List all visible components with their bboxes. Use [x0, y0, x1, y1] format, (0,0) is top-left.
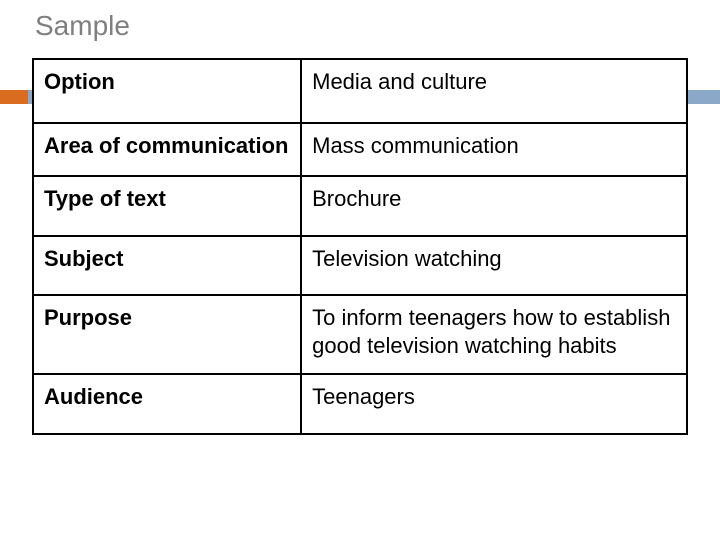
- table-row: Area of communication Mass communication: [33, 123, 687, 177]
- row-label: Area of communication: [33, 123, 301, 177]
- sample-table-container: Option Media and culture Area of communi…: [32, 58, 688, 435]
- row-value: Brochure: [301, 176, 687, 236]
- accent-orange-segment: [0, 90, 28, 104]
- page-title: Sample: [35, 10, 130, 42]
- row-value: Television watching: [301, 236, 687, 296]
- row-label: Subject: [33, 236, 301, 296]
- row-label: Purpose: [33, 295, 301, 374]
- sample-table: Option Media and culture Area of communi…: [32, 58, 688, 435]
- row-label: Type of text: [33, 176, 301, 236]
- row-value: Teenagers: [301, 374, 687, 434]
- table-row: Type of text Brochure: [33, 176, 687, 236]
- table-row: Option Media and culture: [33, 59, 687, 123]
- row-value: To inform teenagers how to establish goo…: [301, 295, 687, 374]
- row-label: Option: [33, 59, 301, 123]
- row-value: Mass communication: [301, 123, 687, 177]
- table-row: Purpose To inform teenagers how to estab…: [33, 295, 687, 374]
- row-label: Audience: [33, 374, 301, 434]
- row-value: Media and culture: [301, 59, 687, 123]
- table-row: Audience Teenagers: [33, 374, 687, 434]
- table-row: Subject Television watching: [33, 236, 687, 296]
